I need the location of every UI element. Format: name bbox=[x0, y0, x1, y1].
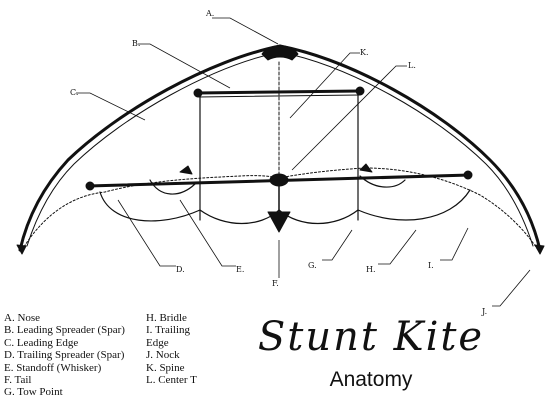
legend-left-column: A. Nose B. Leading Spreader (Spar) C. Le… bbox=[4, 312, 144, 399]
callout-k: K. bbox=[360, 48, 369, 57]
fitting-right-lower bbox=[463, 170, 473, 180]
leader-e bbox=[179, 199, 236, 267]
leading-edge-left bbox=[18, 44, 282, 252]
bridle-loop-1 bbox=[99, 191, 201, 222]
callout-h: H. bbox=[366, 265, 376, 274]
callout-i: I. bbox=[428, 261, 434, 270]
legend-item-k: K. Spine bbox=[146, 361, 185, 374]
callout-c: C. bbox=[70, 88, 78, 97]
whisker-end-right bbox=[359, 163, 373, 173]
center-t bbox=[269, 173, 289, 187]
leader-d bbox=[117, 199, 176, 267]
fitting-left-upper bbox=[193, 88, 203, 98]
legend-item-b: B. Leading Spreader (Spar) bbox=[4, 324, 125, 337]
nock-right bbox=[534, 244, 545, 255]
leading-edge-right-inner bbox=[279, 51, 534, 247]
leader-k bbox=[289, 52, 360, 119]
legend-item-i: I. Trailing bbox=[146, 324, 191, 337]
leader-j bbox=[492, 269, 531, 307]
legend-right-column: H. Bridle I. Trailing Edge J. Nock K. Sp… bbox=[146, 312, 210, 386]
trailing-edge-right bbox=[278, 167, 539, 251]
callout-j: J. bbox=[481, 307, 487, 316]
legend-item-l: L. Center T bbox=[146, 374, 197, 387]
callout-b: B. bbox=[132, 39, 140, 48]
tail bbox=[267, 211, 291, 233]
leader-g bbox=[322, 229, 353, 261]
legend-item-i-cont: Edge bbox=[146, 336, 169, 349]
diagram-subtitle: Anatomy bbox=[329, 368, 413, 391]
legend-item-g: G. Tow Point bbox=[4, 386, 63, 399]
nock-left bbox=[16, 244, 27, 255]
legend-item-a: A. Nose bbox=[4, 312, 41, 324]
legend-item-h: H. Bridle bbox=[146, 312, 187, 324]
leading-edge-right bbox=[278, 44, 542, 252]
leader-c bbox=[76, 92, 146, 121]
callout-g: G. bbox=[308, 261, 317, 270]
trailing-edge-left bbox=[21, 175, 280, 251]
bridle-loop-2 bbox=[199, 209, 280, 225]
legend-item-f: F. Tail bbox=[4, 374, 32, 387]
bridle-loop-3 bbox=[278, 209, 359, 225]
callout-l: L. bbox=[408, 61, 416, 70]
bridle-loop-small-left bbox=[149, 179, 196, 195]
callout-f: F. bbox=[272, 279, 279, 288]
bridle-loop-4 bbox=[357, 189, 471, 221]
bridle-loop-small-right bbox=[359, 175, 406, 188]
leading-spreader-shadow bbox=[197, 94, 361, 98]
leader-l bbox=[291, 65, 407, 171]
legend-item-c: C. Leading Edge bbox=[4, 336, 79, 349]
leader-b bbox=[138, 43, 231, 89]
callout-a: A. bbox=[205, 9, 214, 18]
leader-h bbox=[378, 229, 417, 265]
whisker-end-left bbox=[179, 165, 193, 175]
leading-edge-left-inner bbox=[26, 51, 281, 247]
callout-e: E. bbox=[236, 265, 244, 274]
nose-cap bbox=[261, 45, 299, 61]
legend-item-e: E. Standoff (Whisker) bbox=[4, 361, 102, 374]
legend-item-j: J. Nock bbox=[146, 349, 180, 362]
fitting-left-lower bbox=[85, 181, 95, 191]
diagram-title: Stunt Kite bbox=[257, 314, 485, 360]
leader-a bbox=[212, 17, 279, 45]
callout-d: D. bbox=[176, 265, 185, 274]
leader-i bbox=[440, 227, 469, 261]
fitting-right-upper bbox=[355, 86, 365, 96]
legend-item-d: D. Trailing Spreader (Spar) bbox=[4, 349, 125, 362]
